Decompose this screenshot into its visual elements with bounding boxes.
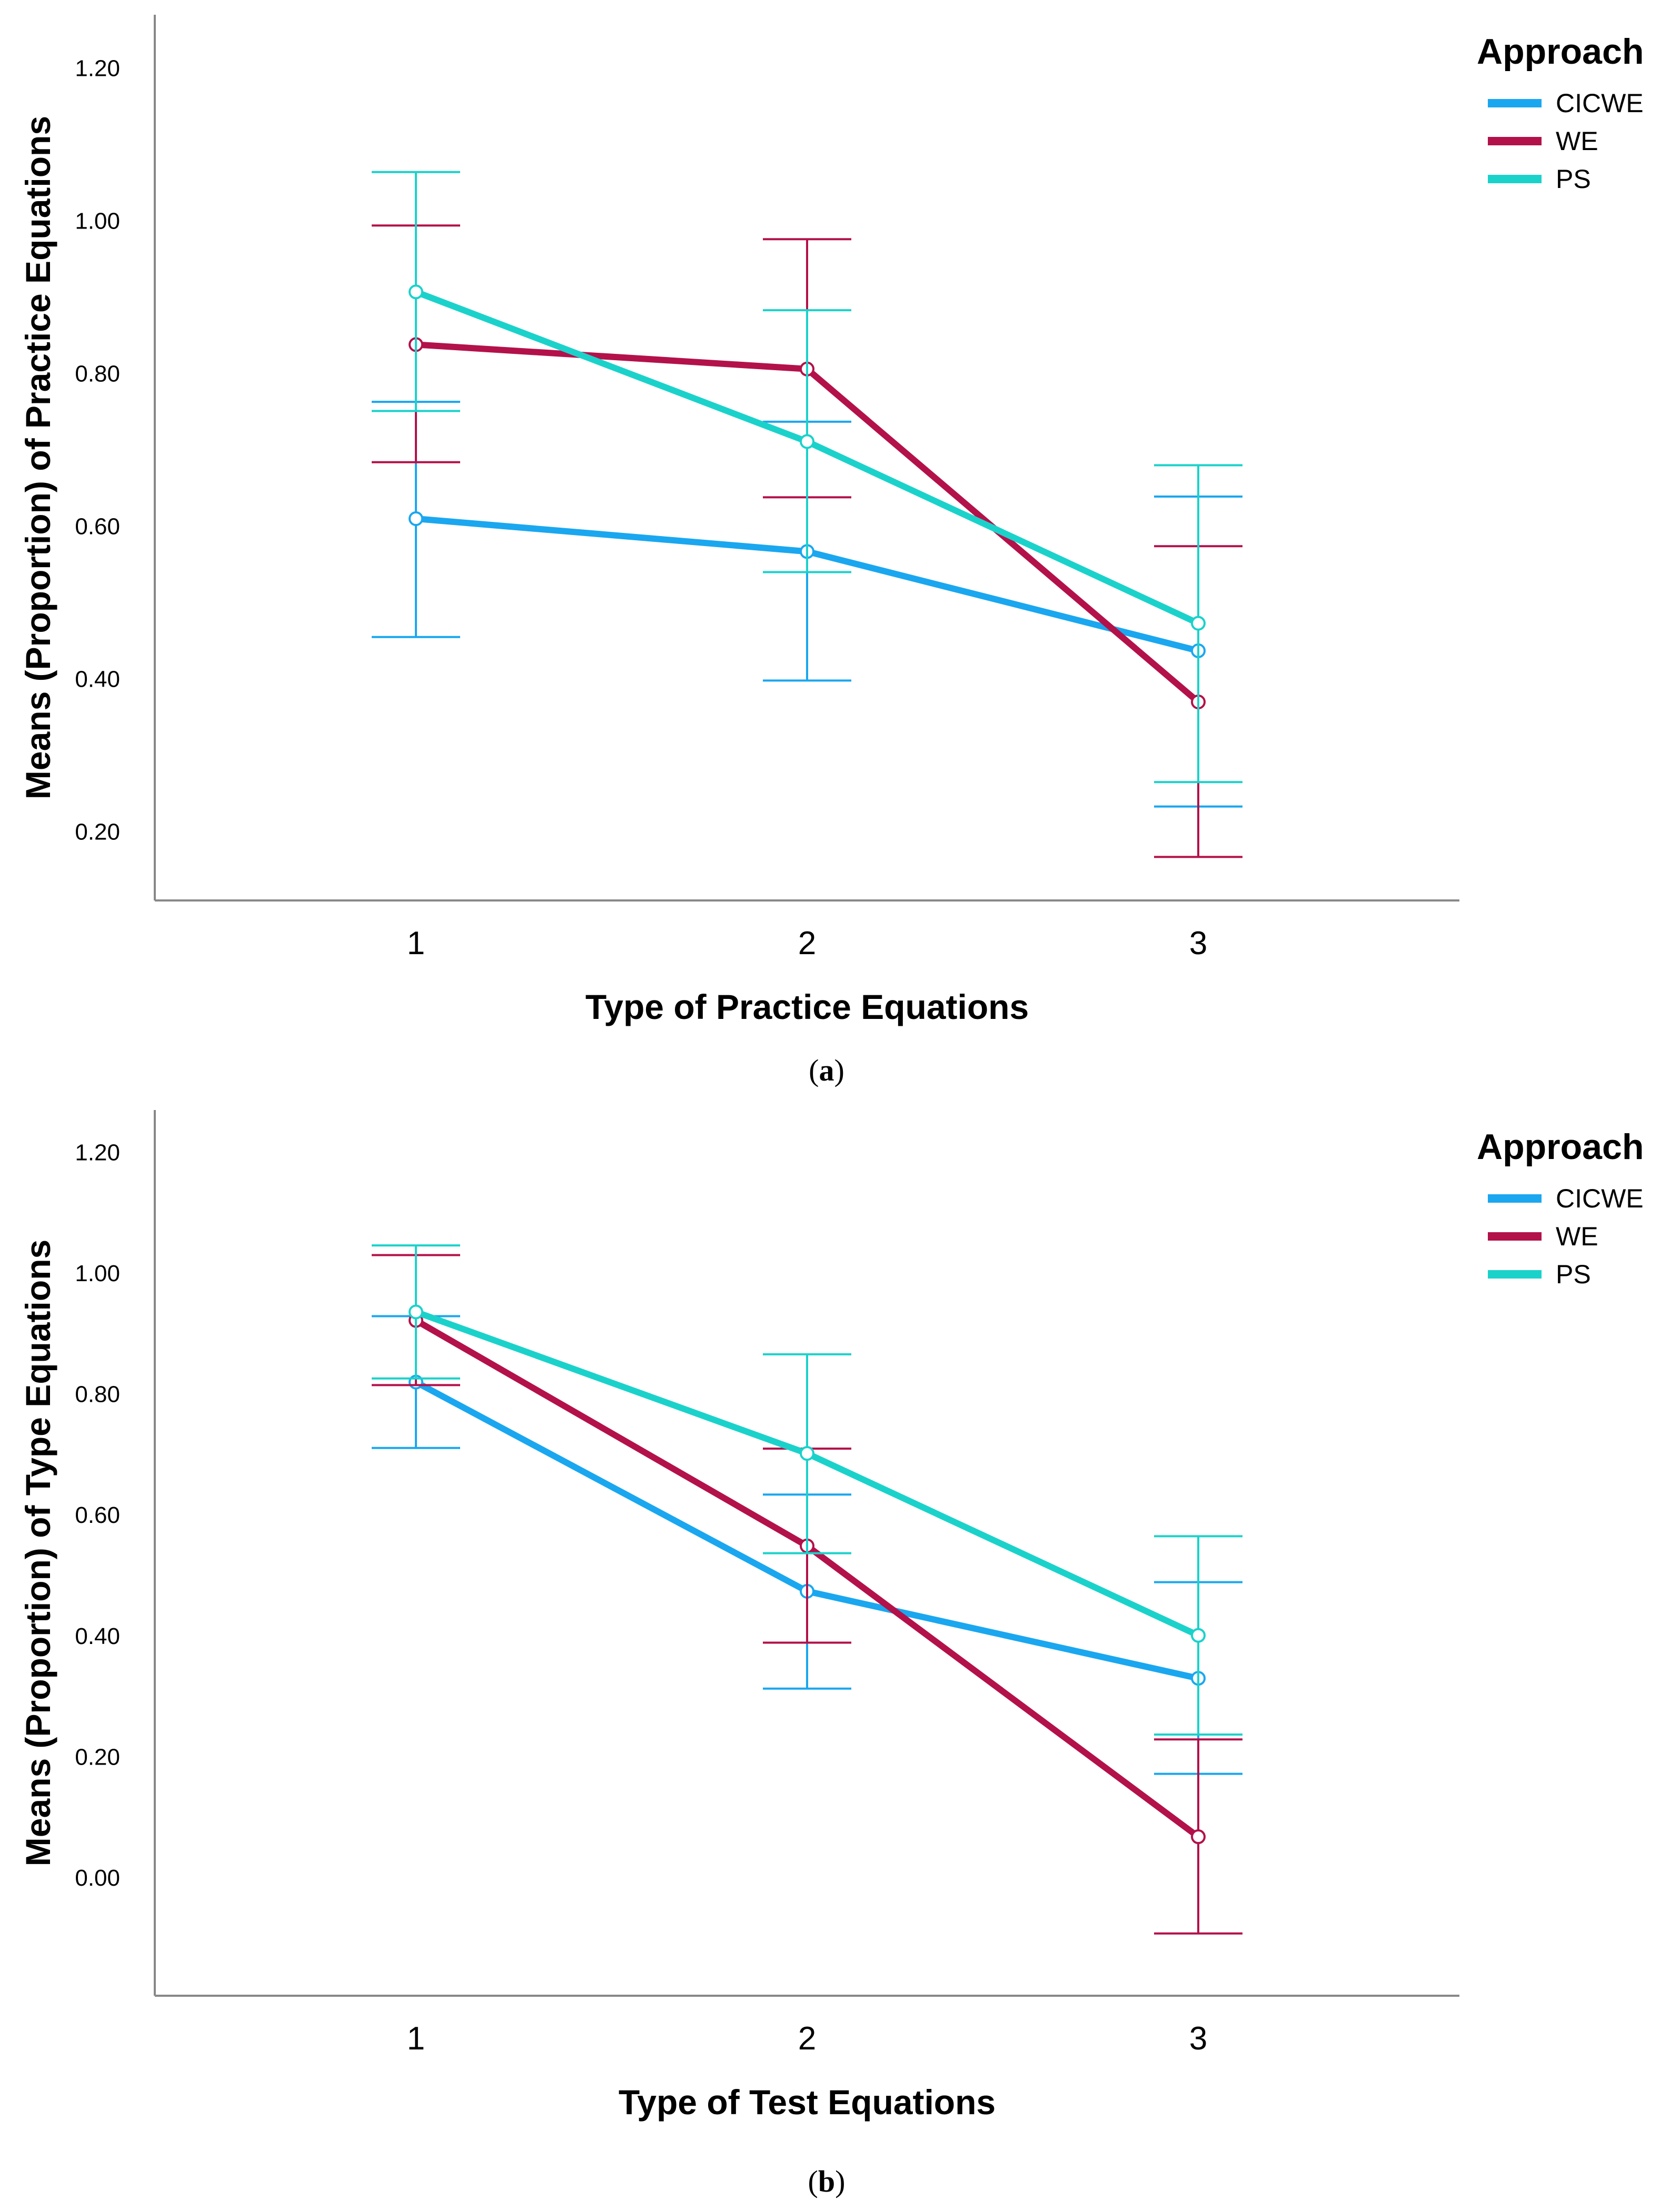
y-tick-label: 1.20	[75, 1140, 120, 1165]
legend-title: Approach	[1477, 1127, 1644, 1167]
legend-title: Approach	[1477, 32, 1644, 72]
x-ticks: 1 2 3	[407, 925, 1207, 962]
caption-close: )	[835, 2164, 845, 2198]
x-tick-label: 1	[407, 2020, 425, 2057]
plot-area	[372, 1244, 1242, 1935]
x-tick-label: 1	[407, 925, 425, 962]
data-point	[1191, 616, 1206, 631]
data-point	[409, 511, 423, 526]
data-point	[800, 1446, 814, 1461]
x-axis-label: Type of Test Equations	[619, 2083, 996, 2122]
series-ps	[372, 171, 1242, 784]
y-tick-label: 0.40	[75, 1623, 120, 1649]
x-tick-label: 3	[1189, 925, 1207, 962]
legend: Approach CICWE WE PS	[1477, 1127, 1644, 1289]
x-tick-label: 3	[1189, 2020, 1207, 2057]
caption-open: (	[808, 2164, 818, 2198]
data-point	[1191, 1829, 1206, 1845]
x-ticks: 1 2 3	[407, 2020, 1207, 2057]
caption-letter: b	[818, 2164, 835, 2198]
data-point	[1191, 1628, 1206, 1643]
y-tick-label: 0.80	[75, 361, 120, 387]
y-ticks: 0.00 0.20 0.40 0.60 0.80 1.00 1.20	[75, 1140, 120, 1891]
panel-caption: (b)	[808, 2164, 846, 2198]
y-tick-label: 0.20	[75, 819, 120, 845]
legend: Approach CICWE WE PS	[1477, 32, 1644, 194]
data-point	[800, 434, 814, 449]
data-point	[409, 284, 423, 300]
x-axis-label: Type of Practice Equations	[585, 987, 1029, 1026]
caption-open: (	[809, 1053, 819, 1087]
series-ps	[372, 1244, 1242, 1736]
y-tick-label: 0.20	[75, 1744, 120, 1770]
chart-panel-b: 0.00 0.20 0.40 0.60 0.80 1.00 1.20 1 2 3 Means (…	[18, 1110, 1644, 2198]
y-tick-label: 1.00	[75, 1261, 120, 1286]
y-tick-label: 1.00	[75, 209, 120, 234]
x-tick-label: 2	[798, 925, 816, 962]
x-tick-label: 2	[798, 2020, 816, 2057]
y-tick-label: 0.40	[75, 667, 120, 692]
y-ticks: 0.20 0.40 0.60 0.80 1.00 1.20	[75, 56, 120, 845]
caption-letter: a	[819, 1053, 834, 1087]
data-point	[409, 1304, 423, 1320]
caption-close: )	[834, 1053, 844, 1087]
legend-label-ps: PS	[1556, 1260, 1591, 1289]
plot-area	[372, 171, 1242, 858]
legend-label-cicwe: CICWE	[1556, 1184, 1644, 1213]
y-axis-label: Means (Proportion) of Practice Equations	[18, 116, 57, 799]
y-tick-label: 0.60	[75, 1502, 120, 1528]
y-axis-label: Means (Proportion) of Type Equations	[18, 1240, 57, 1866]
legend-label-ps: PS	[1556, 164, 1591, 194]
legend-label-cicwe: CICWE	[1556, 88, 1644, 118]
chart-panel-a: 0.20 0.40 0.60 0.80 1.00 1.20 1 2 3 Means (Prop…	[18, 15, 1644, 1087]
legend-label-we: WE	[1556, 126, 1598, 156]
y-tick-label: 0.60	[75, 514, 120, 540]
legend-label-we: WE	[1556, 1222, 1598, 1251]
y-tick-label: 1.20	[75, 56, 120, 82]
panel-caption: (a)	[809, 1053, 844, 1087]
y-tick-label: 0.80	[75, 1382, 120, 1408]
y-tick-label: 0.00	[75, 1865, 120, 1891]
